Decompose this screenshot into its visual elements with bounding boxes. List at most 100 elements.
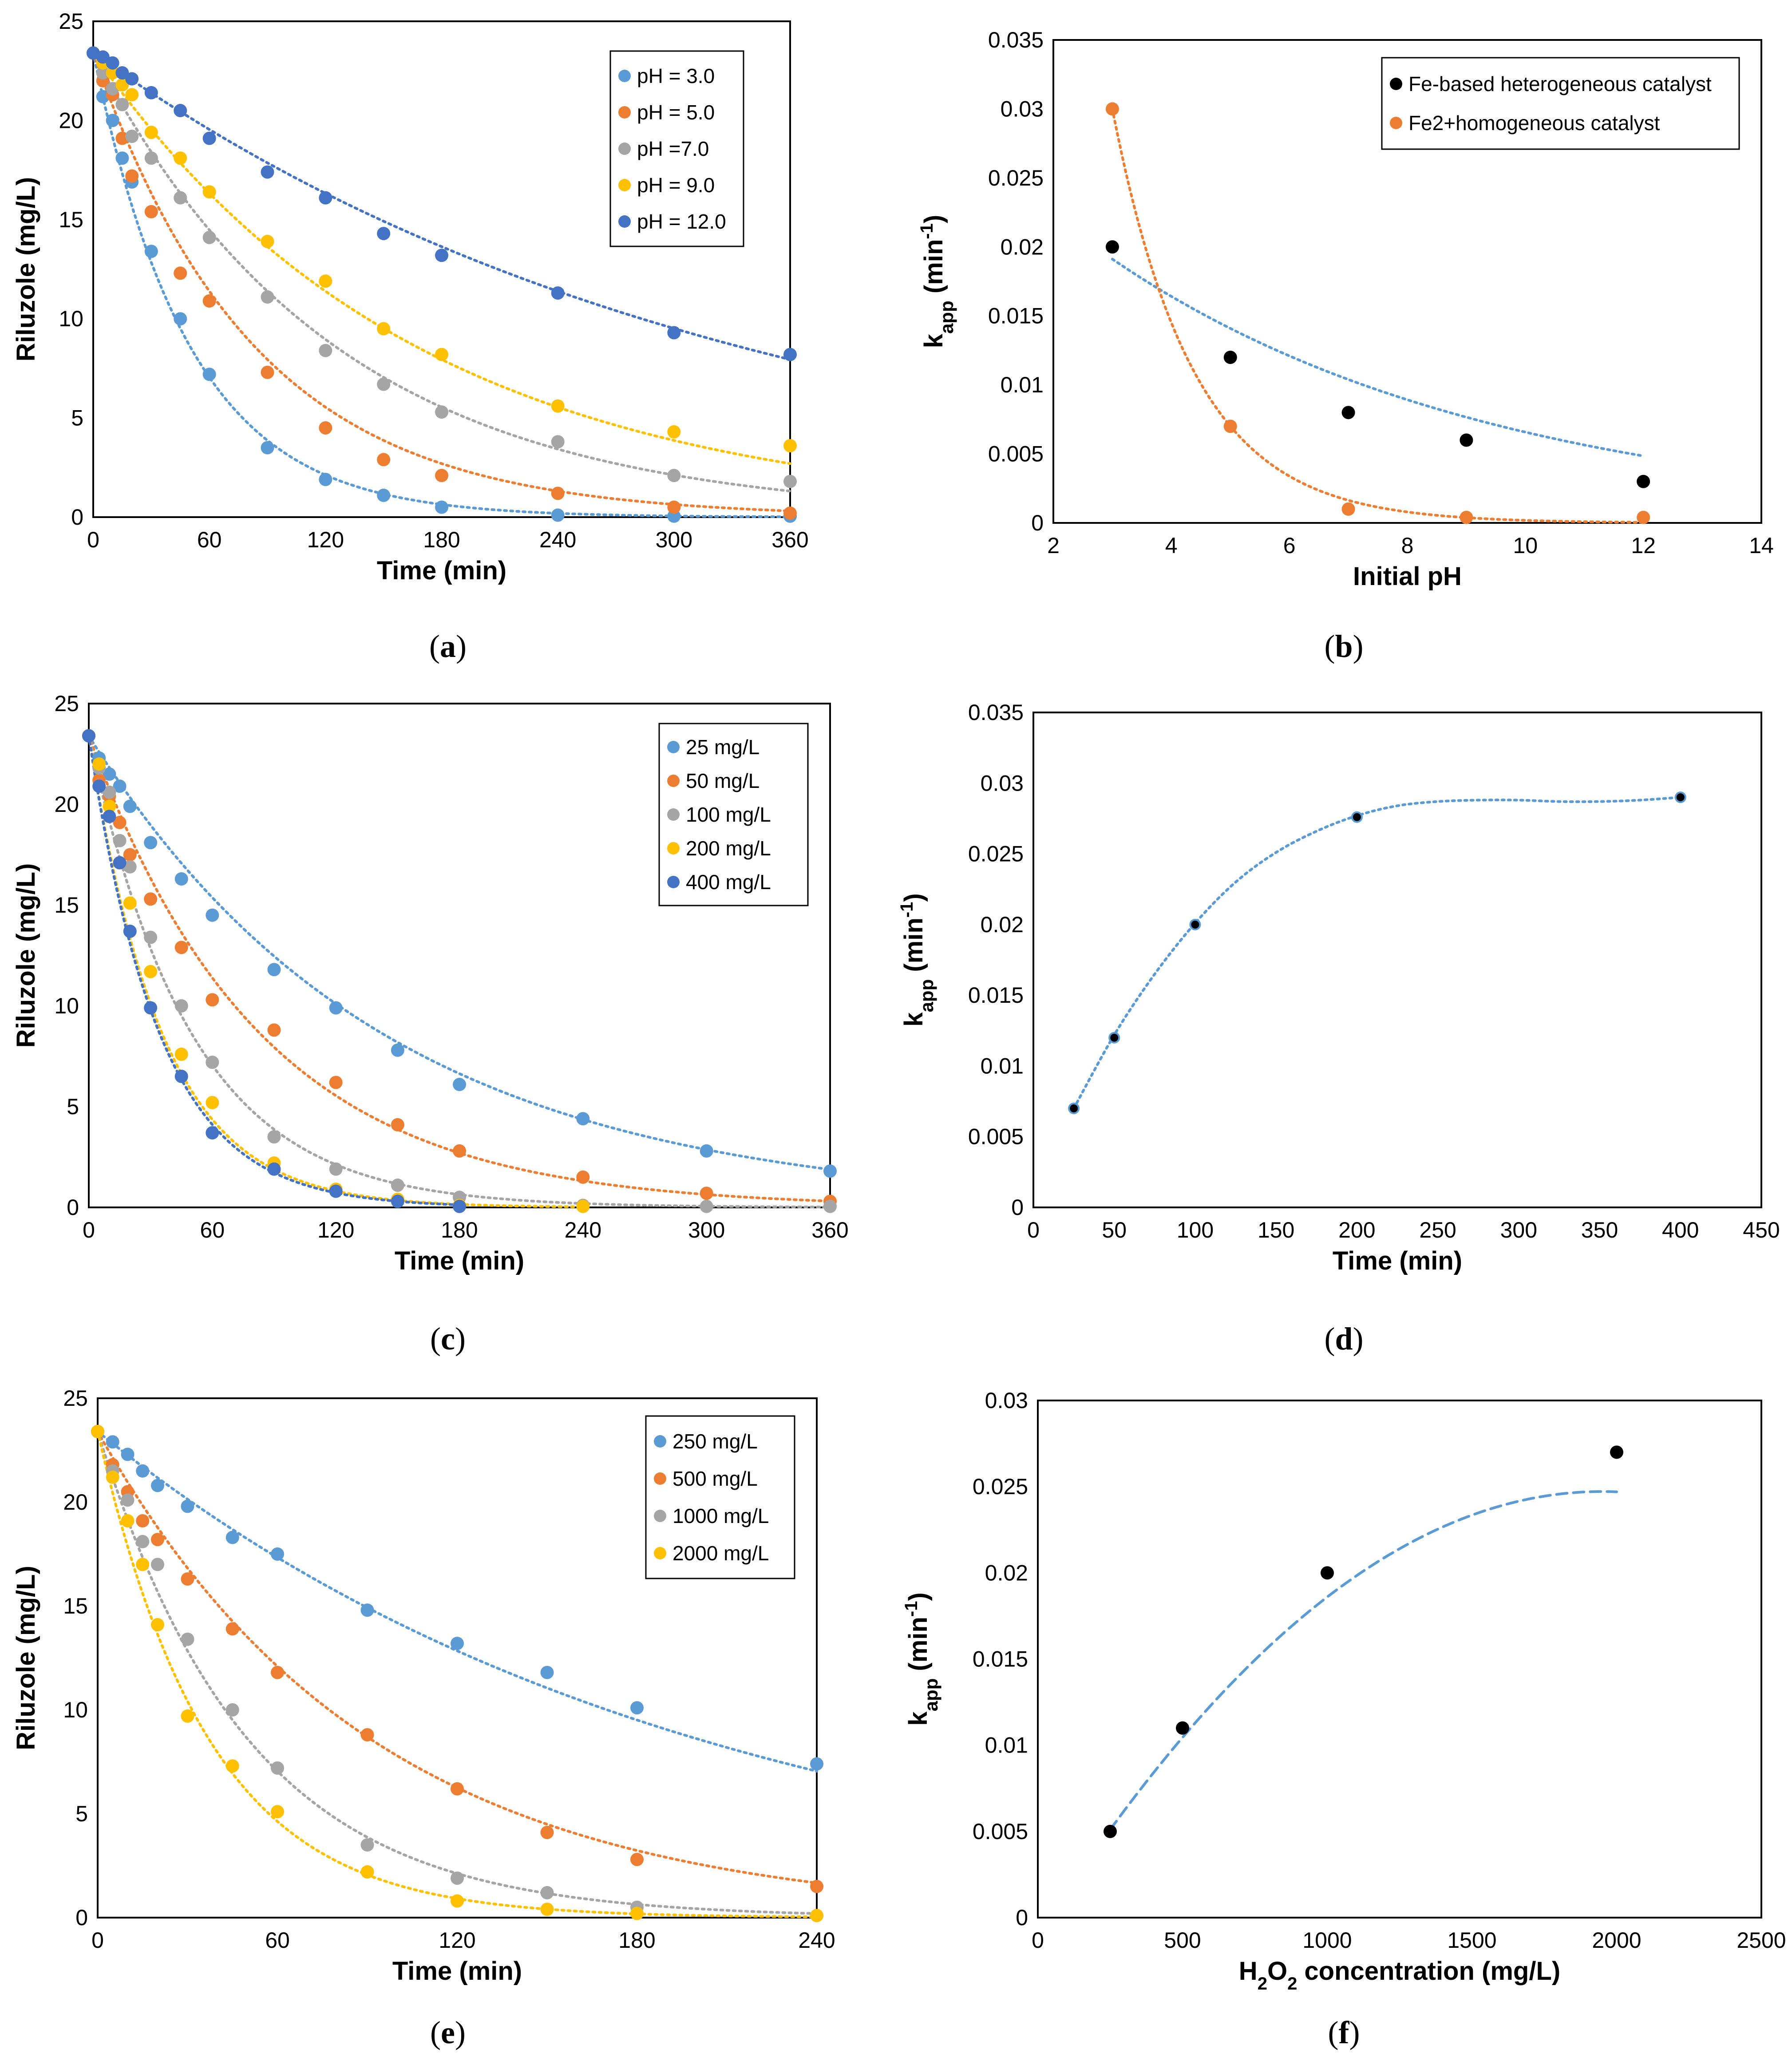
series-3-point (551, 435, 565, 449)
y-tick-label: 0.015 (968, 983, 1024, 1008)
y-tick-label: 25 (63, 1386, 88, 1411)
legend-swatch (618, 215, 631, 228)
y-tick-label: 0.01 (1001, 372, 1044, 397)
series-5-point (435, 249, 448, 262)
series-2-point (1460, 510, 1473, 524)
legend-entry: 1000 mg/L (672, 1504, 769, 1527)
series-3-point (144, 151, 158, 165)
x-axis-title: Time (min) (1333, 1246, 1462, 1275)
x-tick-label: 240 (565, 1218, 601, 1242)
x-tick-label: 14 (1749, 533, 1774, 558)
series-trendline-1 (87, 734, 831, 1171)
series-2-point (261, 365, 274, 379)
series-4-point (225, 1759, 239, 1773)
series-5-point (92, 779, 106, 793)
panel-caption-letter: d (1335, 1321, 1353, 1357)
series-2-point (174, 941, 188, 954)
series-1-point (1068, 1103, 1080, 1114)
series-2-point (783, 506, 797, 520)
series-4-point (630, 1907, 644, 1920)
series-3-point (206, 1056, 219, 1069)
y-tick-label: 20 (63, 1490, 88, 1515)
series-2-point (202, 294, 216, 308)
series-2-point (329, 1076, 343, 1089)
series-4-point (115, 78, 129, 91)
legend-entry: pH = 5.0 (637, 101, 715, 124)
x-tick-label: 400 (1662, 1218, 1699, 1242)
y-axis-title: kapp (min-1) (917, 215, 957, 348)
series-2-point (113, 815, 127, 829)
legend-entry: 2000 mg/L (672, 1542, 769, 1565)
series-5-point (453, 1199, 466, 1213)
series-2-point (667, 500, 681, 514)
y-tick-label: 25 (59, 9, 83, 34)
legend-swatch (654, 1472, 666, 1485)
x-tick-label: 240 (798, 1928, 835, 1953)
legend-entry: 200 mg/L (686, 837, 771, 860)
series-trendline-1 (1111, 257, 1645, 458)
series-4-point (125, 88, 139, 102)
series-2-point (136, 1514, 150, 1528)
series-5-point (96, 50, 110, 64)
x-tick-label: 500 (1164, 1928, 1201, 1953)
series-1-point (810, 1757, 823, 1771)
x-tick-label: 180 (618, 1928, 655, 1953)
panel-caption-letter: b (1335, 629, 1353, 664)
series-5-point (123, 925, 137, 938)
chart-panel-f: 0 500 1000 1500 2000 2500 0 0.005 0.01 0.015 0.02 0… (902, 1388, 1786, 2050)
y-tick-label: 0 (75, 1905, 88, 1930)
panel-caption-letter: e (441, 2015, 455, 2050)
y-tick-label: 0.025 (968, 842, 1024, 866)
series-1-point (1176, 1721, 1189, 1735)
y-tick-label: 10 (63, 1697, 88, 1722)
series-2-point (377, 453, 391, 467)
panel-caption: (b) (1324, 629, 1363, 664)
series-trendline-1 (1109, 1490, 1618, 1831)
series-4-point (540, 1903, 554, 1916)
series-2-point (360, 1728, 374, 1742)
series-1-point (202, 368, 216, 381)
legend-swatch (618, 106, 631, 119)
series-4-point (810, 1909, 823, 1923)
series-2-point (1637, 510, 1650, 524)
series-2-point (181, 1572, 194, 1586)
series-2-point (271, 1665, 284, 1679)
legend-entry: pH = 12.0 (637, 210, 726, 233)
chart-panel-a: 0 60 120 180 240 300 360 0 5 10 15 20 25 Time (min) Ri… (12, 9, 809, 664)
y-tick-label: 15 (59, 207, 83, 232)
plot-area (1032, 712, 1762, 1208)
x-tick-label: 250 (1419, 1218, 1456, 1242)
y-tick-label: 0.015 (988, 304, 1044, 328)
y-tick-label: 5 (75, 1801, 88, 1826)
series-4-point (451, 1894, 464, 1908)
series-4-point (377, 322, 391, 336)
legend-swatch (654, 1435, 666, 1448)
x-tick-label: 2000 (1592, 1928, 1641, 1953)
y-tick-label: 0.035 (988, 28, 1044, 52)
series-2-point (435, 469, 448, 483)
series-1-point (630, 1701, 644, 1715)
series-3-point (121, 1493, 134, 1507)
series-3-point (435, 405, 448, 419)
series-1-point (144, 245, 158, 258)
series-1-point (174, 312, 187, 326)
legend-entry: 500 mg/L (672, 1467, 758, 1490)
x-tick-label: 240 (539, 527, 576, 552)
y-tick-label: 5 (71, 406, 83, 431)
series-2-point (125, 169, 139, 183)
y-tick-label: 20 (54, 792, 79, 817)
series-5-point (551, 286, 565, 300)
series-trendline-1 (1072, 796, 1682, 1110)
series-4-point (435, 348, 448, 361)
x-tick-label: 0 (1027, 1218, 1040, 1242)
series-trendline-1 (96, 1430, 818, 1773)
series-1-point (1189, 918, 1201, 930)
legend (1381, 57, 1740, 150)
series-2-point (267, 1023, 281, 1037)
series-3-point (329, 1162, 343, 1176)
series-4-point (319, 274, 332, 288)
x-tick-label: 50 (1102, 1218, 1127, 1242)
series-1-point (106, 114, 119, 127)
series-3-point (451, 1871, 464, 1885)
